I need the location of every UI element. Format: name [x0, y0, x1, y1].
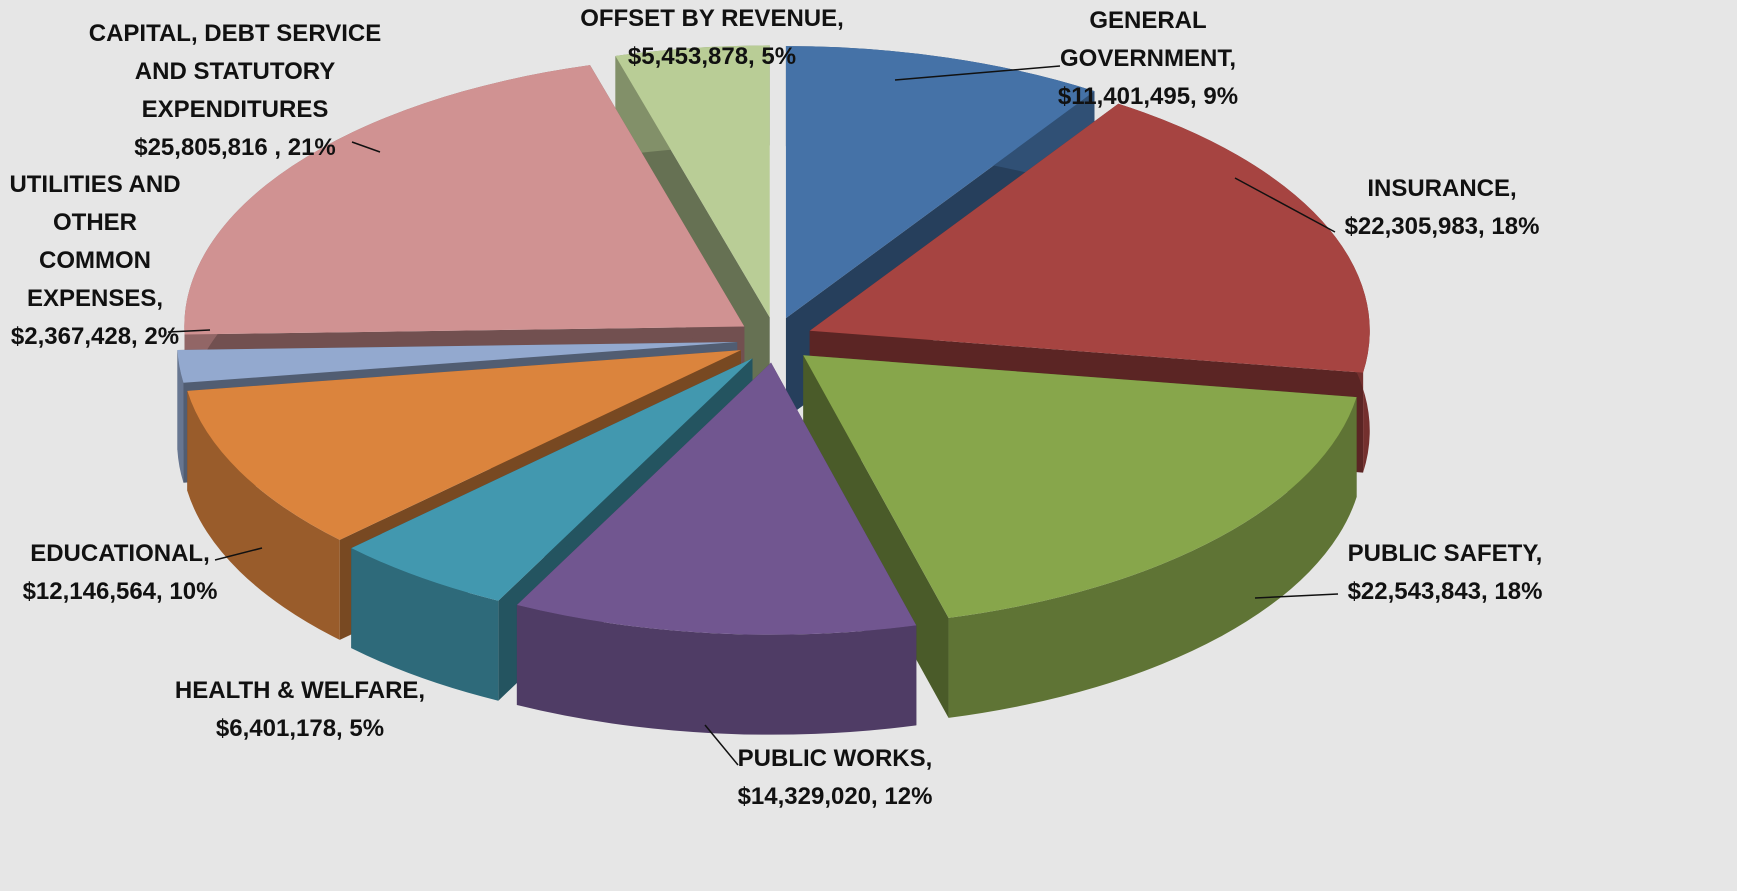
- category-label: EDUCATIONAL,: [30, 540, 210, 567]
- slice-top: [184, 65, 745, 335]
- slice-top: [516, 362, 917, 635]
- value-label: 10%: [169, 578, 218, 605]
- slice-top: [803, 355, 1357, 618]
- slice-top: [187, 350, 741, 540]
- slice-wall: [351, 548, 499, 701]
- value-label: $22,305,983,: [1344, 213, 1485, 240]
- slice-top: [785, 46, 1095, 319]
- leader-line: [214, 547, 263, 561]
- leader-line: [1234, 177, 1336, 233]
- slice-top: [809, 103, 1370, 373]
- data-label: PUBLIC WORKS, $14,329,020, 12%: [710, 740, 960, 816]
- leader-line: [167, 329, 211, 333]
- value-label: $11,401,495,: [1057, 83, 1197, 110]
- leader-line: [704, 724, 739, 766]
- category-label: HEALTH & WELFARE,: [174, 677, 426, 704]
- value-label: 9%: [1203, 83, 1239, 110]
- data-label: EDUCATIONAL, $12,146,564, 10%: [0, 535, 245, 611]
- category-label: UTILITIES AND OTHER COMMON EXPENSES,: [9, 171, 181, 312]
- data-label: GENERAL GOVERNMENT, $11,401,495, 9%: [1033, 2, 1263, 116]
- value-label: $14,329,020,: [737, 783, 878, 810]
- value-label: $6,401,178,: [215, 715, 343, 742]
- value-label: $25,805,816 ,: [134, 134, 282, 161]
- value-label: 21%: [287, 134, 336, 161]
- category-label: INSURANCE,: [1367, 175, 1517, 202]
- value-label: $5,453,878,: [627, 43, 755, 70]
- category-label: GENERAL GOVERNMENT,: [1059, 7, 1236, 72]
- slice-wall: [187, 390, 340, 640]
- value-label: $2,367,428,: [10, 323, 138, 350]
- value-label: 5%: [761, 43, 797, 70]
- value-label: 18%: [1494, 578, 1543, 605]
- category-label: PUBLIC SAFETY,: [1347, 540, 1543, 567]
- value-label: 12%: [884, 783, 933, 810]
- slice: [803, 355, 1357, 718]
- leader-line: [351, 141, 381, 153]
- slice-top: [351, 358, 753, 601]
- value-label: $12,146,564,: [22, 578, 163, 605]
- data-label: INSURANCE, $22,305,983, 18%: [1322, 170, 1562, 246]
- data-label: HEALTH & WELFARE, $6,401,178, 5%: [155, 672, 445, 748]
- leader-line: [894, 65, 1061, 81]
- slice-top: [615, 45, 770, 318]
- data-label: OFFSET BY REVENUE, $5,453,878, 5%: [567, 0, 857, 76]
- slice: [516, 362, 917, 735]
- value-label: 5%: [349, 715, 385, 742]
- leader-line: [1254, 593, 1339, 599]
- category-label: PUBLIC WORKS,: [737, 745, 933, 772]
- value-label: 2%: [144, 323, 180, 350]
- slice-wall: [516, 605, 917, 735]
- slice-top: [177, 342, 738, 383]
- data-label: CAPITAL, DEBT SERVICE AND STATUTORY EXPE…: [85, 15, 385, 167]
- category-label: OFFSET BY REVENUE,: [580, 5, 844, 32]
- value-label: $22,543,843,: [1347, 578, 1488, 605]
- slice-wall: [177, 349, 184, 483]
- data-label: PUBLIC SAFETY, $22,543,843, 18%: [1325, 535, 1565, 611]
- slice-wall: [948, 397, 1357, 718]
- category-label: CAPITAL, DEBT SERVICE AND STATUTORY EXPE…: [88, 20, 382, 123]
- data-label: UTILITIES AND OTHER COMMON EXPENSES, $2,3…: [8, 166, 183, 356]
- value-label: 18%: [1491, 213, 1540, 240]
